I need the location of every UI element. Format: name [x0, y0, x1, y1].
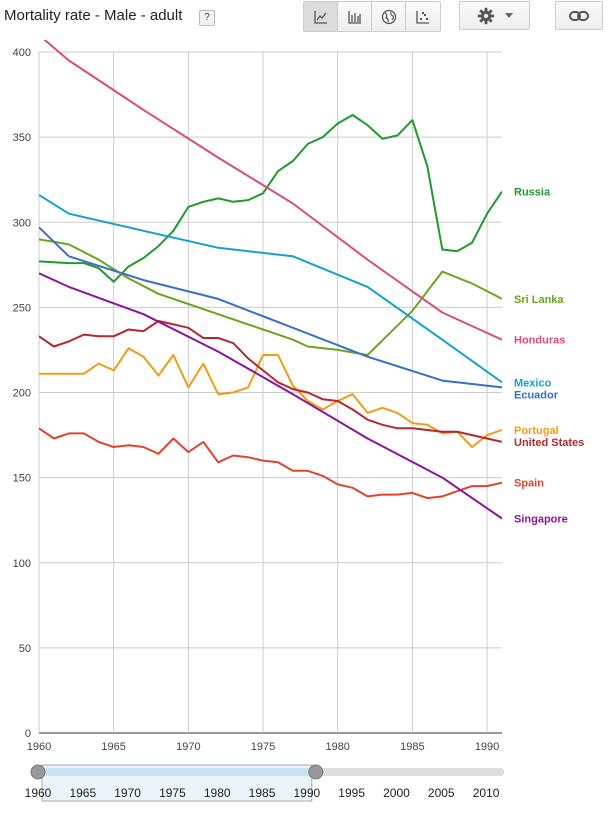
- slider-tick-label: 2005: [428, 786, 455, 800]
- y-tick-label: 50: [19, 643, 31, 655]
- series-label: Mexico: [514, 377, 552, 389]
- y-tick-label: 250: [13, 302, 31, 314]
- map-button[interactable]: [372, 2, 406, 31]
- series-label: United States: [514, 437, 584, 449]
- y-tick-label: 350: [13, 132, 31, 144]
- series-line-ecuador: [39, 226, 502, 389]
- bar-chart-icon: [347, 10, 361, 24]
- series-lines: [39, 40, 502, 520]
- series-line-mexico: [39, 194, 502, 384]
- slider-tick-label: 2000: [383, 786, 410, 800]
- line-chart-button[interactable]: [304, 2, 338, 31]
- help-button[interactable]: ?: [199, 10, 215, 26]
- slider-tick-label: 2010: [473, 786, 500, 800]
- slider-handle-left[interactable]: [30, 764, 46, 780]
- series-label: Honduras: [514, 335, 565, 347]
- settings-button[interactable]: [459, 1, 530, 30]
- slider-tick-label: 1980: [204, 786, 231, 800]
- chart-title: Mortality rate - Male - adult: [4, 7, 183, 24]
- y-tick-label: 100: [13, 558, 31, 570]
- series-line-honduras: [43, 40, 502, 341]
- link-icon: [569, 10, 589, 21]
- slider-tick-label: 1965: [69, 786, 96, 800]
- line-chart-icon: [313, 10, 327, 24]
- slider-tick-label: 1990: [293, 786, 320, 800]
- series-line-singapore: [39, 272, 502, 520]
- slider-tick-label: 1960: [25, 786, 52, 800]
- slider-tick-label: 1975: [159, 786, 186, 800]
- series-label: Spain: [514, 478, 544, 490]
- series-line-sri-lanka: [39, 238, 502, 356]
- slider-tick-label: 1970: [114, 786, 141, 800]
- slider-tick-label: 1995: [338, 786, 365, 800]
- slider-handle-right[interactable]: [308, 764, 324, 780]
- series-label: Russia: [514, 187, 551, 199]
- series-label: Ecuador: [514, 389, 559, 401]
- y-axis-ticks: 0 50 100 150 200 250 300 350 400: [13, 47, 31, 740]
- y-tick-label: 200: [13, 388, 31, 400]
- y-tick-label: 400: [13, 47, 31, 59]
- range-slider[interactable]: 1960 1965 1970 1975 1980 1985 1990 1995 2000 2005…: [25, 764, 504, 802]
- chart-type-toolbar: [303, 1, 441, 32]
- x-tick-label: 1965: [101, 741, 125, 753]
- y-tick-label: 300: [13, 217, 31, 229]
- gear-icon: [477, 7, 494, 24]
- slider-tick-label: 1985: [249, 786, 276, 800]
- scatter-chart-button[interactable]: [406, 2, 440, 31]
- x-tick-label: 1990: [475, 741, 499, 753]
- series-line-portugal: [39, 347, 502, 448]
- x-tick-label: 1980: [325, 741, 349, 753]
- series-line-russia: [39, 114, 502, 283]
- y-tick-label: 0: [25, 728, 31, 740]
- x-tick-label: 1985: [400, 741, 424, 753]
- series-label: Portugal: [514, 425, 559, 437]
- link-button[interactable]: [555, 1, 603, 30]
- caret-down-icon: [504, 13, 513, 18]
- x-tick-label: 1975: [251, 741, 275, 753]
- x-tick-label: 1960: [27, 741, 51, 753]
- series-label: Singapore: [514, 513, 568, 525]
- slider-selected-track: [42, 768, 312, 776]
- series-line-spain: [39, 427, 502, 500]
- x-tick-label: 1970: [176, 741, 200, 753]
- y-tick-label: 150: [13, 473, 31, 485]
- scatter-chart-icon: [416, 10, 429, 24]
- chart-grid: [38, 51, 502, 734]
- x-axis-ticks: 1960 1965 1970 1975 1980 1985 1990: [27, 741, 500, 753]
- series-line-united-states: [39, 320, 502, 443]
- series-label: Sri Lanka: [514, 294, 564, 306]
- bar-chart-button[interactable]: [338, 2, 372, 31]
- globe-icon: [381, 9, 396, 24]
